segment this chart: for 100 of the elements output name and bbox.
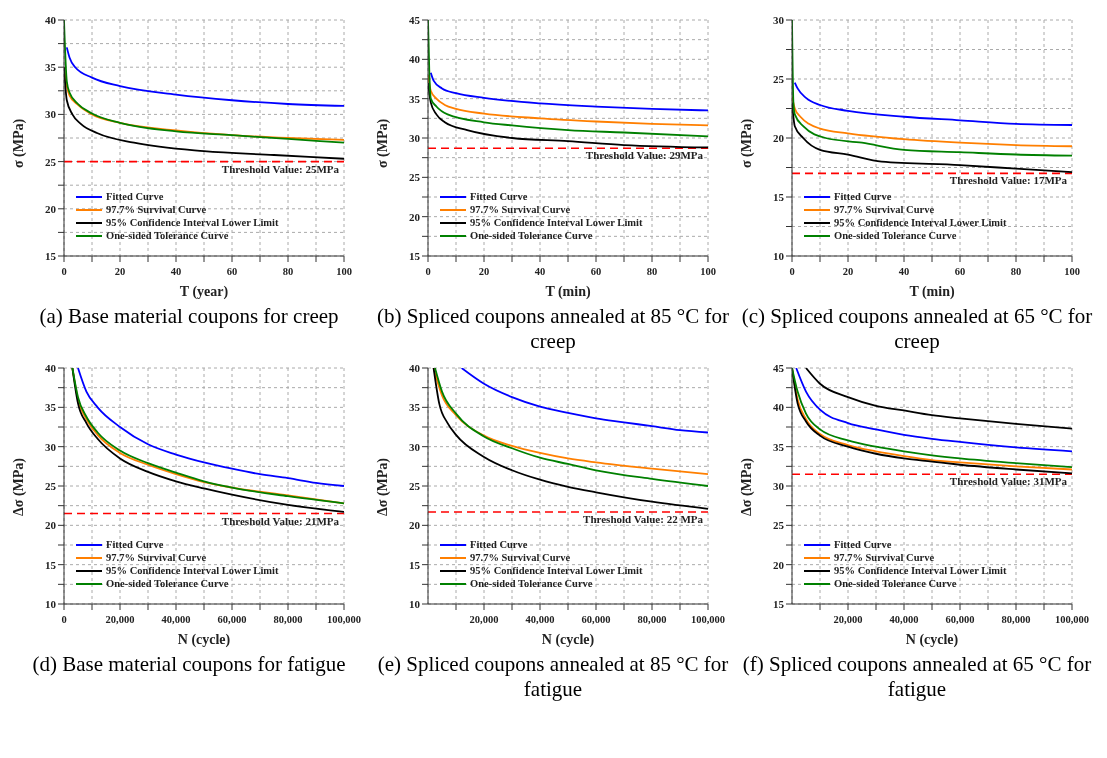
ref-line-label: Threshold Value: 25MPa	[221, 162, 340, 175]
legend-label: 95% Confidence Interval Lower Limit	[834, 564, 1007, 577]
line-series	[432, 368, 708, 510]
y-axis-title: Δσ (MPa)	[10, 457, 27, 516]
y-tick-label: 20	[773, 558, 785, 571]
line-series	[460, 368, 708, 434]
legend-label: One-sided Tolerance Curve	[106, 229, 229, 242]
x-tick-label: 80	[1010, 266, 1022, 277]
x-axis-title: T (min)	[909, 284, 955, 300]
ref-line-label: Threshold Value: 22 MPa	[583, 512, 704, 525]
x-tick-label: 80,000	[273, 614, 303, 625]
y-axis-title: Δσ (MPa)	[374, 457, 391, 516]
x-tick-label: 0	[61, 266, 67, 277]
legend-label: Fitted Curve	[106, 538, 164, 551]
legend-label: 97.7% Survival Curve	[470, 551, 571, 564]
x-axis-title: T (min)	[545, 284, 591, 300]
legend-label: Fitted Curve	[834, 190, 892, 203]
y-tick-label: 35	[45, 61, 57, 74]
y-tick-label: 45	[409, 13, 421, 26]
y-tick-label: 30	[773, 479, 785, 492]
y-tick-label: 15	[773, 597, 785, 610]
legend-label: Fitted Curve	[106, 190, 164, 203]
y-tick-label: 40	[409, 53, 421, 66]
y-tick-label: 25	[773, 72, 785, 85]
x-tick-label: 100	[336, 266, 352, 277]
y-tick-label: 40	[45, 361, 57, 374]
line-series	[429, 71, 708, 112]
legend-label: One-sided Tolerance Curve	[834, 229, 957, 242]
x-tick-label: 60,000	[945, 614, 975, 625]
y-tick-label: 15	[45, 558, 57, 571]
x-tick-label: 20,000	[833, 614, 863, 625]
y-tick-label: 25	[409, 479, 421, 492]
y-tick-label: 35	[45, 401, 57, 414]
x-tick-label: 100,000	[1054, 614, 1090, 625]
y-tick-label: 25	[45, 479, 57, 492]
text: (c) Spliced coupons annealed at 65 °C for creep	[740, 303, 1094, 354]
x-tick-label: 40	[170, 266, 182, 277]
x-tick-label: 80,000	[637, 614, 667, 625]
text: (e) Spliced coupons annealed at 85 °C for fatigue	[376, 651, 730, 702]
x-tick-label: 40,000	[525, 614, 555, 625]
y-axis-title: Δσ (MPa)	[738, 457, 755, 516]
y-tick-label: 15	[409, 249, 421, 262]
x-tick-label: 20	[114, 266, 126, 277]
y-axis-title: σ (MPa)	[738, 118, 755, 168]
ref-line-label: Threshold Value: 17MPa	[949, 174, 1068, 187]
text: (f) Spliced coupons annealed at 65 °C for fatigue	[741, 651, 1093, 702]
y-tick-label: 30	[45, 440, 57, 453]
y-tick-label: 35	[409, 401, 421, 414]
line-series	[805, 368, 1072, 430]
x-tick-label: 80	[282, 266, 294, 277]
legend-label: One-sided Tolerance Curve	[834, 577, 957, 590]
y-tick-label: 30	[773, 13, 785, 26]
x-tick-label: 20,000	[469, 614, 499, 625]
ref-line-label: Threshold Value: 31MPa	[949, 475, 1068, 488]
x-tick-label: 60	[590, 266, 602, 277]
legend-label: 97.7% Survival Curve	[470, 203, 571, 216]
legend-label: 97.7% Survival Curve	[834, 203, 935, 216]
ref-line-label: Threshold Value: 21MPa	[221, 514, 340, 527]
x-tick-label: 40	[534, 266, 546, 277]
y-tick-label: 20	[409, 519, 421, 532]
legend-label: Fitted Curve	[470, 538, 528, 551]
y-tick-label: 15	[45, 249, 57, 262]
x-tick-label: 0	[425, 266, 431, 277]
y-tick-label: 40	[409, 361, 421, 374]
x-tick-label: 60	[226, 266, 238, 277]
x-tick-label: 100,000	[326, 614, 362, 625]
y-tick-label: 20	[45, 519, 57, 532]
legend-label: 95% Confidence Interval Lower Limit	[470, 216, 643, 229]
line-series	[77, 368, 344, 487]
y-tick-label: 10	[45, 597, 57, 610]
y-tick-label: 10	[409, 597, 421, 610]
y-tick-label: 30	[409, 440, 421, 453]
x-tick-label: 40	[898, 266, 910, 277]
y-tick-label: 20	[773, 131, 785, 144]
legend-label: 95% Confidence Interval Lower Limit	[834, 216, 1007, 229]
legend-label: 97.7% Survival Curve	[834, 551, 935, 564]
x-tick-label: 0	[61, 614, 67, 625]
x-tick-label: 40,000	[161, 614, 191, 625]
x-tick-label: 60,000	[217, 614, 247, 625]
legend-label: 95% Confidence Interval Lower Limit	[106, 564, 279, 577]
x-tick-label: 0	[789, 266, 795, 277]
x-tick-label: 60,000	[581, 614, 611, 625]
legend-label: Fitted Curve	[834, 538, 892, 551]
legend-label: 97.7% Survival Curve	[106, 551, 207, 564]
y-tick-label: 25	[45, 155, 57, 168]
legend-label: One-sided Tolerance Curve	[470, 577, 593, 590]
y-tick-label: 20	[45, 202, 57, 215]
legend-label: Fitted Curve	[470, 190, 528, 203]
y-axis-title: σ (MPa)	[374, 118, 391, 168]
y-tick-label: 45	[773, 361, 785, 374]
text: (a) Base material coupons for creep	[38, 303, 340, 329]
x-axis-title: N (cycle)	[905, 632, 959, 648]
y-tick-label: 40	[773, 401, 785, 414]
y-tick-label: 10	[773, 249, 785, 262]
x-tick-label: 100	[1064, 266, 1080, 277]
line-series	[793, 81, 1072, 126]
x-tick-label: 80,000	[1001, 614, 1031, 625]
legend-label: One-sided Tolerance Curve	[470, 229, 593, 242]
x-tick-label: 60	[954, 266, 966, 277]
y-tick-label: 20	[409, 210, 421, 223]
